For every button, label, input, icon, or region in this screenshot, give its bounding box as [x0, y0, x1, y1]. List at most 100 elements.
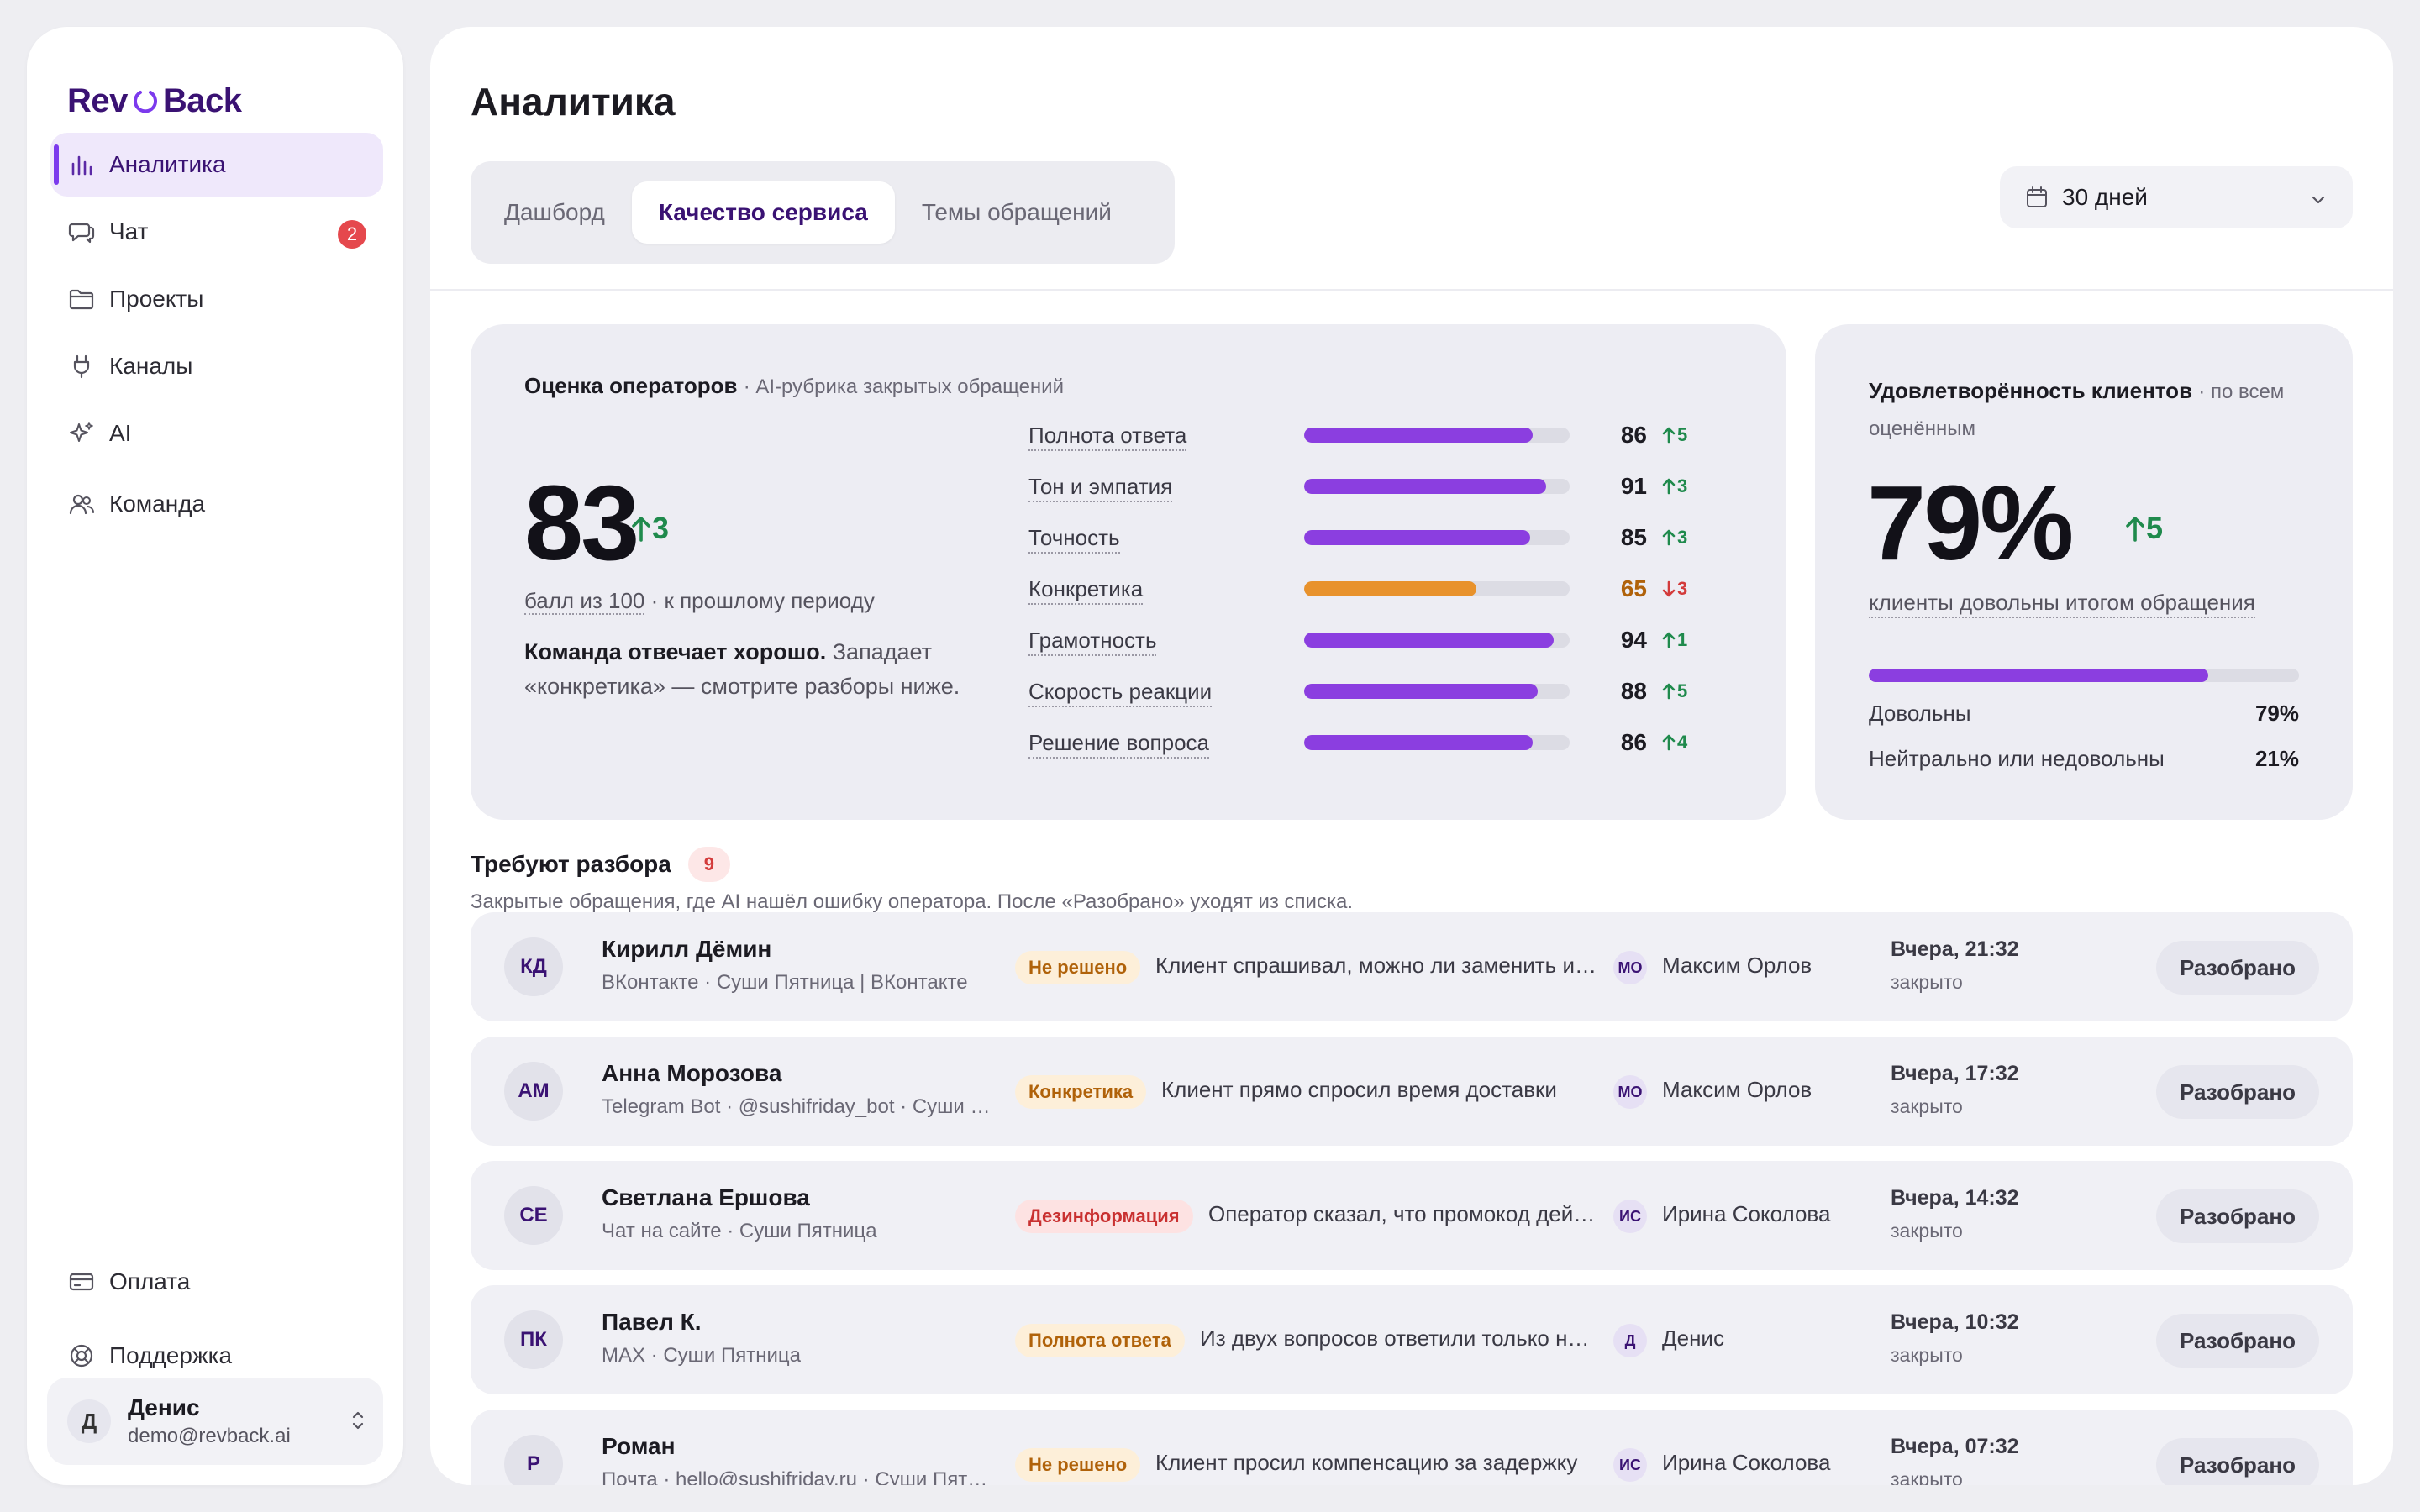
user-menu[interactable]: Д Денис demo@revback.ai: [47, 1378, 383, 1465]
metric-label-link[interactable]: Тон и эмпатия: [1028, 473, 1173, 502]
sidebar-item-analytics[interactable]: Аналитика: [50, 133, 383, 197]
review-count-badge: 9: [687, 847, 730, 882]
metric-row: Полнота ответа 86 5: [1028, 418, 1734, 452]
avatar: Д: [67, 1399, 111, 1443]
satisfaction-bar-fill: [1869, 669, 2209, 682]
metric-label-link[interactable]: Конкретика: [1028, 575, 1144, 605]
user-name: Денис: [128, 1394, 200, 1420]
metric-delta-value: 3: [1677, 475, 1688, 496]
satisfaction-title: Удовлетворённость клиентов: [1869, 378, 2193, 403]
operator-name: Максим Орлов: [1662, 953, 1812, 978]
chevron-up-down-icon: [350, 1408, 366, 1437]
satisfaction-delta: 5: [2124, 511, 2163, 546]
arrow-down-icon: [1662, 580, 1676, 597]
mark-reviewed-button[interactable]: Разобрано: [2156, 1438, 2319, 1485]
sidebar-item-projects[interactable]: Проекты: [50, 267, 383, 331]
issue-tag: Конкретика: [1015, 1075, 1147, 1109]
metric-delta: 3: [1647, 475, 1706, 497]
operator-avatar: ИС: [1613, 1200, 1647, 1233]
folder-icon: [66, 283, 97, 315]
metric-value: 86: [1620, 729, 1647, 755]
metric-delta: 3: [1647, 527, 1706, 549]
avatar: ПК: [504, 1310, 563, 1369]
client-source: Telegram Bot · @sushifriday_bot · Суши П…: [602, 1095, 997, 1118]
operator-avatar: МО: [1613, 1075, 1647, 1109]
arrow-up-icon: [1662, 734, 1676, 751]
satisfaction-caption: клиенты довольны итогом обращения: [1869, 590, 2255, 618]
metric-label: Грамотность: [1028, 627, 1304, 656]
closed-status: закрыто: [1891, 1344, 1963, 1366]
metric-label-link[interactable]: Решение вопроса: [1028, 729, 1209, 759]
review-row[interactable]: АМ Анна Морозова Telegram Bot · @sushifrid…: [471, 1037, 2353, 1146]
metric-label-link[interactable]: Точность: [1028, 524, 1120, 554]
metric-value: 88: [1620, 678, 1647, 704]
sidebar-item-label: Оплата: [109, 1268, 191, 1294]
mark-reviewed-button[interactable]: Разобрано: [2156, 1189, 2319, 1243]
calendar-icon: [2025, 186, 2049, 209]
review-row[interactable]: Р Роман Почта · hello@sushifriday.ru · Суш…: [471, 1410, 2353, 1485]
sidebar-item-billing[interactable]: Оплата: [50, 1250, 383, 1314]
sidebar-item-channels[interactable]: Каналы: [50, 334, 383, 398]
score-scale-link[interactable]: балл из 100: [524, 588, 645, 615]
metric-label-link[interactable]: Полнота ответа: [1028, 422, 1187, 451]
logo-text-right: Back: [162, 82, 242, 119]
mark-reviewed-button[interactable]: Разобрано: [2156, 1065, 2319, 1119]
metric-delta-value: 3: [1677, 578, 1688, 599]
metric-delta-value: 5: [1677, 424, 1688, 445]
issue-summary: Оператор сказал, что промокод действует: [1208, 1201, 1597, 1226]
satisfaction-card: Удовлетворённость клиентов · по всем оце…: [1815, 324, 2353, 820]
summary-bold: Команда отвечает хорошо.: [524, 639, 827, 664]
review-row[interactable]: КД Кирилл Дёмин ВКонтакте · Суши Пятница |…: [471, 912, 2353, 1021]
metric-value: 91: [1620, 473, 1647, 499]
metric-bar: [1304, 633, 1570, 648]
metric-row: Скорость реакции 88 5: [1028, 675, 1734, 708]
issue-summary: Клиент спрашивал, можно ли заменить ингр…: [1155, 953, 1597, 978]
lifebuoy-icon: [66, 1340, 97, 1372]
closed-status: закрыто: [1891, 1095, 1963, 1117]
arrow-up-icon: [2126, 517, 2144, 542]
client-name: Анна Морозова: [602, 1060, 782, 1086]
logo[interactable]: Rev Back: [67, 82, 242, 120]
row-label: Довольны: [1869, 701, 1971, 726]
mark-reviewed-button[interactable]: Разобрано: [2156, 1314, 2319, 1368]
header-divider: [430, 289, 2393, 291]
metric-label-link[interactable]: Скорость реакции: [1028, 678, 1213, 707]
logo-ring-icon: [133, 90, 157, 113]
tab-dashboard[interactable]: Дашборд: [504, 199, 605, 225]
metric-bar-fill: [1304, 684, 1539, 699]
metric-row: Тон и эмпатия 91 3: [1028, 470, 1734, 503]
score-note-rest: · к прошлому периоду: [644, 588, 875, 613]
period-select[interactable]: 30 дней: [2000, 166, 2353, 228]
logo-text-left: Rev: [67, 82, 128, 119]
metric-label: Решение вопроса: [1028, 729, 1304, 759]
satisfaction-row-negative: Нейтрально или недовольны 21%: [1869, 746, 2299, 772]
satisfaction-caption-link[interactable]: клиенты довольны итогом обращения: [1869, 590, 2255, 618]
sidebar-item-chat[interactable]: Чат 2: [50, 200, 383, 264]
closed-status: закрыто: [1891, 1468, 1963, 1485]
mark-reviewed-button[interactable]: Разобрано: [2156, 941, 2319, 995]
closed-time: Вчера, 10:32: [1891, 1310, 2019, 1334]
issue-tag: Полнота ответа: [1015, 1324, 1185, 1357]
chevron-down-icon: [2309, 188, 2328, 215]
tab-service-quality[interactable]: Качество сервиса: [631, 181, 895, 244]
review-row[interactable]: СЕ Светлана Ершова Чат на сайте · Суши Пят…: [471, 1161, 2353, 1270]
credit-card-icon: [66, 1266, 97, 1298]
operator-avatar: Д: [1613, 1324, 1647, 1357]
metric-delta-value: 3: [1677, 527, 1688, 548]
metric-value: 85: [1620, 524, 1647, 550]
sidebar-item-label: Поддержка: [109, 1342, 233, 1368]
metric-label-link[interactable]: Грамотность: [1028, 627, 1157, 656]
client-source: ВКонтакте · Суши Пятница | ВКонтакте: [602, 971, 968, 994]
metric-value: 94: [1620, 627, 1647, 653]
review-row[interactable]: ПК Павел К. MAX · Суши Пятница Полнота отве…: [471, 1285, 2353, 1394]
tab-topics[interactable]: Темы обращений: [921, 199, 1112, 225]
sidebar-item-ai[interactable]: AI: [50, 402, 383, 465]
metric-delta: 3: [1647, 578, 1706, 600]
sidebar-item-team[interactable]: Команда: [50, 472, 383, 536]
operator-name: Ирина Соколова: [1662, 1450, 1831, 1475]
metric-value: 65: [1620, 575, 1647, 601]
metric-delta: 5: [1647, 424, 1706, 446]
sidebar-item-support[interactable]: Поддержка: [50, 1324, 383, 1388]
operator-name: Максим Орлов: [1662, 1077, 1812, 1102]
metric-delta: 4: [1647, 732, 1706, 753]
